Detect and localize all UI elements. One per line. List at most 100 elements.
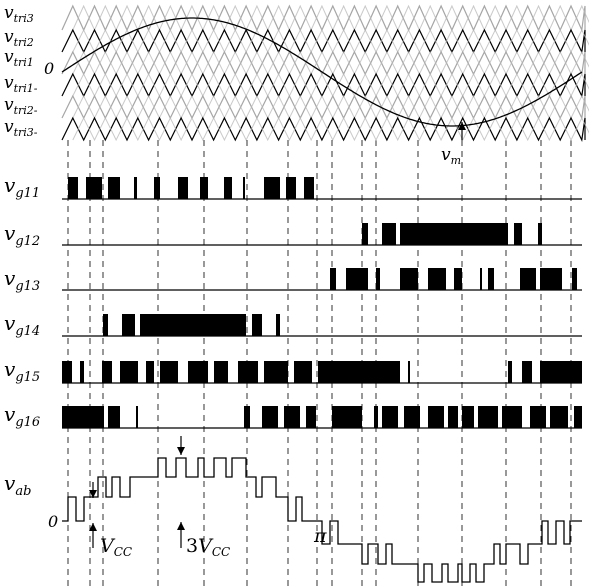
carrier-wave-tri3 bbox=[61, 4, 586, 33]
gate-label-g12: vg12 bbox=[4, 221, 40, 249]
carrier-wave-offset-tri3-neg bbox=[72, 116, 589, 142]
carrier-wave-offset-tri1-neg bbox=[72, 72, 589, 98]
carrier-label-tri3-neg: vtri3- bbox=[4, 117, 38, 139]
reference-sine bbox=[61, 17, 583, 127]
gate-pulse bbox=[404, 406, 420, 428]
gate-pulse bbox=[136, 406, 138, 428]
vcc-bottom-arrow-head bbox=[89, 523, 97, 531]
gate-pulse bbox=[284, 406, 300, 428]
gate-pulse bbox=[122, 314, 135, 336]
gate-pulse bbox=[448, 406, 458, 428]
gate-pulse bbox=[572, 268, 577, 290]
gate-pulse bbox=[330, 268, 336, 290]
gate-pulse bbox=[540, 361, 582, 383]
gate-label-g15: vg15 bbox=[4, 357, 40, 385]
carrier-wave-offset-tri2-neg bbox=[72, 94, 589, 120]
gate-pulse bbox=[428, 268, 446, 290]
gate-pulse bbox=[306, 406, 316, 428]
carrier-label-tri1-neg: vtri1- bbox=[4, 73, 38, 95]
pi-label: π bbox=[313, 525, 327, 547]
gate-pulse bbox=[480, 268, 482, 290]
gate-pulse bbox=[462, 406, 474, 428]
gate-pulse bbox=[488, 268, 494, 290]
gate-pulse bbox=[214, 361, 228, 383]
gate-pulse bbox=[86, 177, 102, 199]
gate-pulse bbox=[540, 268, 562, 290]
gate-pulse bbox=[108, 177, 120, 199]
gate-pulse bbox=[400, 223, 508, 245]
gate-pulse bbox=[478, 406, 498, 428]
gate-pulse bbox=[362, 223, 368, 245]
carrier-label-tri3: vtri3 bbox=[4, 3, 34, 25]
gate-pulse bbox=[120, 361, 138, 383]
gate-pulse bbox=[154, 177, 160, 199]
gate-pulse bbox=[428, 406, 444, 428]
carrier-wave-tri2-neg bbox=[61, 94, 586, 121]
gate-pulse bbox=[574, 406, 582, 428]
gate-pulse bbox=[408, 361, 410, 383]
carrier-label-tri1: vtri1 bbox=[4, 47, 34, 69]
carrier-label-tri2: vtri2 bbox=[4, 27, 34, 49]
carrier-wave-offset-tri2 bbox=[72, 28, 589, 54]
output-label: vab bbox=[4, 471, 31, 499]
vcc-top-arrow-head bbox=[89, 490, 97, 498]
gate-pulse bbox=[286, 177, 296, 199]
gate-pulse bbox=[294, 361, 312, 383]
gate-pulse bbox=[538, 223, 542, 245]
gate-label-g16: vg16 bbox=[4, 402, 40, 430]
gate-pulse bbox=[134, 177, 137, 199]
gate-pulse bbox=[80, 361, 84, 383]
vcc-label: VCC bbox=[100, 535, 132, 559]
gate-label-g14: vg14 bbox=[4, 311, 40, 339]
gate-pulse bbox=[508, 361, 512, 383]
gate-pulse bbox=[522, 361, 532, 383]
gate-pulse bbox=[238, 361, 258, 383]
gate-pulse bbox=[140, 314, 246, 336]
gate-pulse bbox=[514, 223, 522, 245]
gate-label-g13: vg13 bbox=[4, 266, 40, 294]
carrier-label-tri2-neg: vtri2- bbox=[4, 95, 38, 117]
output-zero-label: 0 bbox=[48, 512, 58, 531]
gate-pulse bbox=[550, 406, 568, 428]
carrier-wave-offset-tri3 bbox=[72, 4, 589, 32]
gate-pulse bbox=[346, 268, 368, 290]
gate-pulse bbox=[264, 177, 280, 199]
three-vcc-label: 3VCC bbox=[186, 535, 230, 559]
gate-pulse bbox=[188, 361, 208, 383]
gate-pulse bbox=[252, 314, 262, 336]
gate-pulse bbox=[530, 406, 546, 428]
carrier-wave-tri3-neg bbox=[61, 116, 586, 143]
gate-pulse bbox=[68, 177, 78, 199]
carrier-wave-tri1 bbox=[61, 50, 586, 77]
gate-pulse bbox=[262, 406, 278, 428]
gate-pulse bbox=[264, 361, 288, 383]
three-vcc-arrow-head bbox=[177, 522, 185, 530]
vm-arrow-head bbox=[458, 122, 466, 130]
gate-pulse bbox=[244, 406, 250, 428]
gate-pulse bbox=[103, 314, 108, 336]
carrier-wave-tri1-neg bbox=[61, 72, 586, 99]
gate-pulse bbox=[374, 406, 378, 428]
gate-label-g11: vg11 bbox=[4, 173, 40, 201]
gate-pulse bbox=[520, 268, 536, 290]
gate-pulse bbox=[276, 314, 280, 336]
gate-pulse bbox=[382, 406, 398, 428]
gate-pulse bbox=[160, 361, 178, 383]
gate-pulse bbox=[243, 177, 245, 199]
gate-pulse bbox=[332, 406, 362, 428]
gate-pulse bbox=[454, 268, 462, 290]
output-voltage-trace bbox=[62, 457, 582, 583]
gate-pulse bbox=[318, 361, 400, 383]
gate-pulse bbox=[62, 406, 104, 428]
carrier-wave-tri2 bbox=[61, 28, 586, 55]
gate-pulse bbox=[200, 177, 208, 199]
gate-pulse bbox=[376, 268, 380, 290]
gate-signal-traces bbox=[62, 177, 582, 429]
gate-pulse bbox=[102, 361, 112, 383]
reference-label: vm bbox=[441, 145, 461, 167]
gate-pulse bbox=[400, 268, 418, 290]
gate-pulse bbox=[108, 406, 120, 428]
gate-pulse bbox=[146, 361, 154, 383]
gate-pulse bbox=[178, 177, 188, 199]
